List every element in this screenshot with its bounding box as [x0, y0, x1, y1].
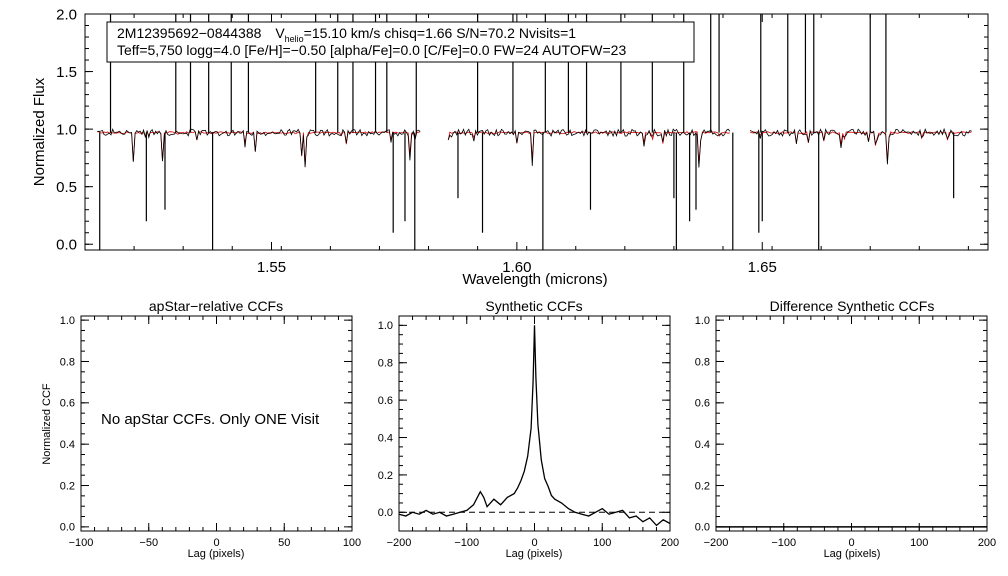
difference-ccf-xtick-label: 200 — [978, 537, 996, 549]
apstar-ccf-title: apStar−relative CCFs — [149, 298, 283, 314]
difference-ccf-xtick-label: 0 — [848, 537, 854, 549]
apstar-ccf-ytick-label: 0.8 — [60, 356, 75, 368]
spectrum-panel: 1.55 1.60 1.65 0.0 0.5 1.0 1.5 2.0 Normalized F… — [31, 6, 989, 288]
model-spectrum-segment-0 — [97, 131, 421, 167]
synthetic-ccf-xlabel: Lag (pixels) — [506, 548, 563, 560]
spectrum-xtick-label: 1.55 — [257, 259, 286, 276]
synthetic-ccf-xtick-label: −100 — [454, 537, 479, 549]
synthetic-ccf-plot-area — [398, 325, 671, 527]
apstar-ccf-ytick-label: 0.6 — [60, 398, 75, 410]
difference-ccf-xtick-label: −200 — [704, 537, 729, 549]
synthetic-ccf-xtick-label: 0 — [531, 537, 537, 549]
difference-ccf-ytick-label: 0.6 — [695, 398, 710, 410]
observed-spectrum-segment-2 — [749, 127, 972, 165]
spectrum-ytick-label: 1.5 — [56, 64, 77, 81]
difference-ccf-ytick-label: 0.4 — [695, 439, 710, 451]
synthetic-ccf-xtick-label: 100 — [593, 537, 611, 549]
apstar-ccf-xtick-label: 50 — [278, 537, 290, 549]
spectrum-annotation-box: 2M12395692−0844388 Vhelio=15.10 km/s chi… — [106, 21, 695, 63]
difference-ccf-axes-frame — [715, 315, 988, 532]
annotation-vhelio-sub: helio — [285, 34, 304, 44]
apstar-ccf-xtick-label: 0 — [213, 537, 219, 549]
difference-ccf-ytick-label: 0.2 — [695, 480, 710, 492]
annotation-line1-rest: =15.10 km/s chisq=1.66 S/N=70.2 Nvisits=… — [304, 25, 577, 41]
spectrum-xtick-label: 1.65 — [748, 259, 777, 276]
difference-ccf-xtick-label: 100 — [910, 537, 928, 549]
annotation-vhelio-v: V — [275, 25, 285, 41]
apstar-ccf-xlabel: Lag (pixels) — [188, 548, 245, 560]
difference-ccf-ytick-label: 0.0 — [695, 522, 710, 534]
difference-ccf-ytick-label: 1.0 — [695, 315, 710, 327]
apstar-ccf-ytick-label: 0.0 — [60, 522, 75, 534]
spectrum-ytick-label: 2.0 — [56, 6, 77, 23]
apstar-ccf-xtick-label: 100 — [343, 537, 361, 549]
apstar-ccf-ytick-label: 0.2 — [60, 480, 75, 492]
model-spectrum-segment-2 — [749, 131, 972, 161]
apstar-ccf-message: No apStar CCFs. Only ONE Visit — [101, 411, 320, 428]
spectrum-xlabel: Wavelength (microns) — [462, 271, 607, 288]
model-spectrum-segment-1 — [447, 131, 731, 164]
difference-ccf-ticks: −200 −100 0 100 200 0.0 0.2 0.4 0.6 0.8 1.0 — [695, 315, 996, 549]
synthetic-ccf-ytick-label: 0.2 — [378, 470, 393, 482]
spectrum-ticks: 1.55 1.60 1.65 0.0 0.5 1.0 1.5 2.0 — [56, 6, 988, 276]
synthetic-ccf-panel: Synthetic CCFs −200 −100 0 100 200 0.0 0.2 0.4 0… — [378, 298, 679, 560]
annotation-line-2: Teff=5,750 logg=4.0 [Fe/H]=−0.50 [alpha/… — [117, 42, 626, 58]
apstar-ccf-ytick-label: 0.4 — [60, 439, 75, 451]
apstar-ccf-ylabel: Normalized CCF — [41, 383, 53, 465]
synthetic-ccf-xtick-label: 200 — [661, 537, 679, 549]
difference-ccf-panel: Difference Synthetic CCFs −200 −100 0 100 20… — [695, 298, 996, 560]
synthetic-ccf-ytick-label: 0.0 — [378, 507, 393, 519]
spectrum-ylabel: Normalized Flux — [31, 77, 48, 186]
synthetic-ccf-xtick-label: −200 — [387, 537, 412, 549]
synthetic-ccf-title: Synthetic CCFs — [485, 298, 582, 314]
annotation-line-1: 2M12395692−0844388 Vhelio=15.10 km/s chi… — [117, 25, 576, 44]
synthetic-ccf-line — [398, 325, 671, 527]
apstar-ccf-ytick-label: 1.0 — [60, 315, 75, 327]
apstar-ccf-xtick-label: −100 — [69, 537, 94, 549]
apstar-ccf-xtick-label: −50 — [139, 537, 158, 549]
spectrum-ytick-label: 1.0 — [56, 121, 77, 138]
annotation-star-id: 2M12395692−0844388 — [117, 25, 262, 41]
synthetic-ccf-ytick-label: 0.8 — [378, 358, 393, 370]
synthetic-ccf-ytick-label: 0.4 — [378, 432, 393, 444]
spectrum-ytick-label: 0.5 — [56, 179, 77, 196]
difference-ccf-xlabel: Lag (pixels) — [824, 548, 881, 560]
annotation-box-frame — [106, 21, 695, 63]
observed-spectrum-segment-1 — [447, 128, 731, 168]
apstar-ccf-panel: apStar−relative CCFs −100 −50 0 50 100 0.0 0.2… — [41, 298, 361, 560]
synthetic-ccf-ytick-label: 0.6 — [378, 395, 393, 407]
difference-ccf-ytick-label: 0.8 — [695, 356, 710, 368]
observed-spectrum-segment-0 — [97, 128, 421, 168]
spectrum-ytick-label: 0.0 — [56, 236, 77, 253]
apstar-ccf-ticks: −100 −50 0 50 100 0.0 0.2 0.4 0.6 0.8 1.0 — [60, 315, 361, 549]
synthetic-ccf-ticks: −200 −100 0 100 200 0.0 0.2 0.4 0.6 0.8 1.0 — [378, 315, 679, 549]
synthetic-ccf-ytick-label: 1.0 — [378, 320, 393, 332]
difference-ccf-xtick-label: −100 — [771, 537, 796, 549]
spectrum-axes-frame — [84, 13, 989, 251]
difference-ccf-title: Difference Synthetic CCFs — [770, 298, 935, 314]
spectrum-xtick-label: 1.60 — [502, 259, 531, 276]
